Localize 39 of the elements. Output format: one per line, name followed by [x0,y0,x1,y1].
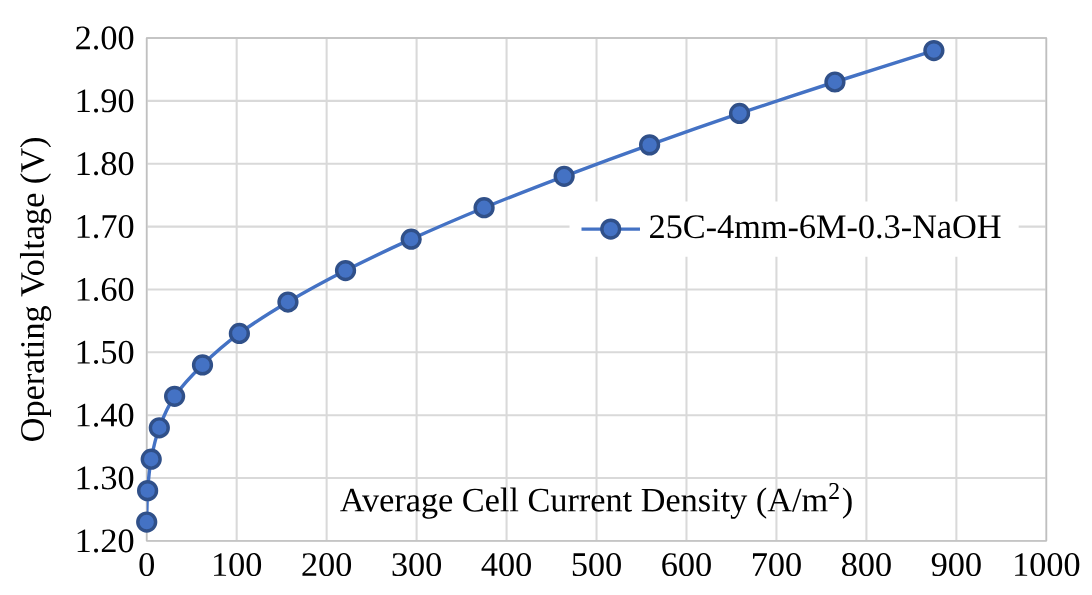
x-tick-label: 500 [572,553,621,577]
y-tick-label: 1.40 [77,403,134,428]
point [277,291,299,313]
x-axis-title: Average Cell Current Density (A/m$^{2}$) [340,483,852,520]
point [728,103,751,125]
x-tick-label: 200 [302,553,352,577]
x-tick-label: 100 [213,553,262,577]
point [228,323,250,345]
x-tick-label: 1000 [1015,553,1080,577]
y-tick-label: 1.90 [77,89,134,113]
point [140,448,162,471]
x-tick-label: 0 [139,553,154,577]
point [191,354,214,376]
point [638,134,661,156]
y-tick-label: 1.30 [77,466,134,490]
point [148,417,170,439]
y-tick-label: 1.20 [77,529,134,553]
x-tick-label: 300 [392,553,442,577]
point [163,385,186,408]
x-tick-label: 600 [662,553,711,577]
x-tick-label: 800 [842,553,891,577]
y-tick-label: 1.70 [77,215,134,239]
point [136,511,158,533]
x-tick-label: 700 [753,553,801,577]
y-tick-label: 1.80 [77,152,134,176]
x-tick-label: 400 [481,553,531,577]
y-tick-label: 1.60 [77,278,134,302]
point [400,228,422,251]
y-axis-title: Operating Voltage (V) [19,138,52,442]
point [824,71,846,93]
point [473,197,495,219]
x-tick-label: 900 [931,553,981,577]
point [923,40,945,62]
point [334,260,357,282]
y-tick-label: 1.50 [77,340,134,365]
legend-label: 25C-4mm-6M-0.3-NaOH [650,215,1001,239]
point [136,480,159,502]
point [553,165,575,188]
y-tick-label: 2.00 [76,26,134,50]
